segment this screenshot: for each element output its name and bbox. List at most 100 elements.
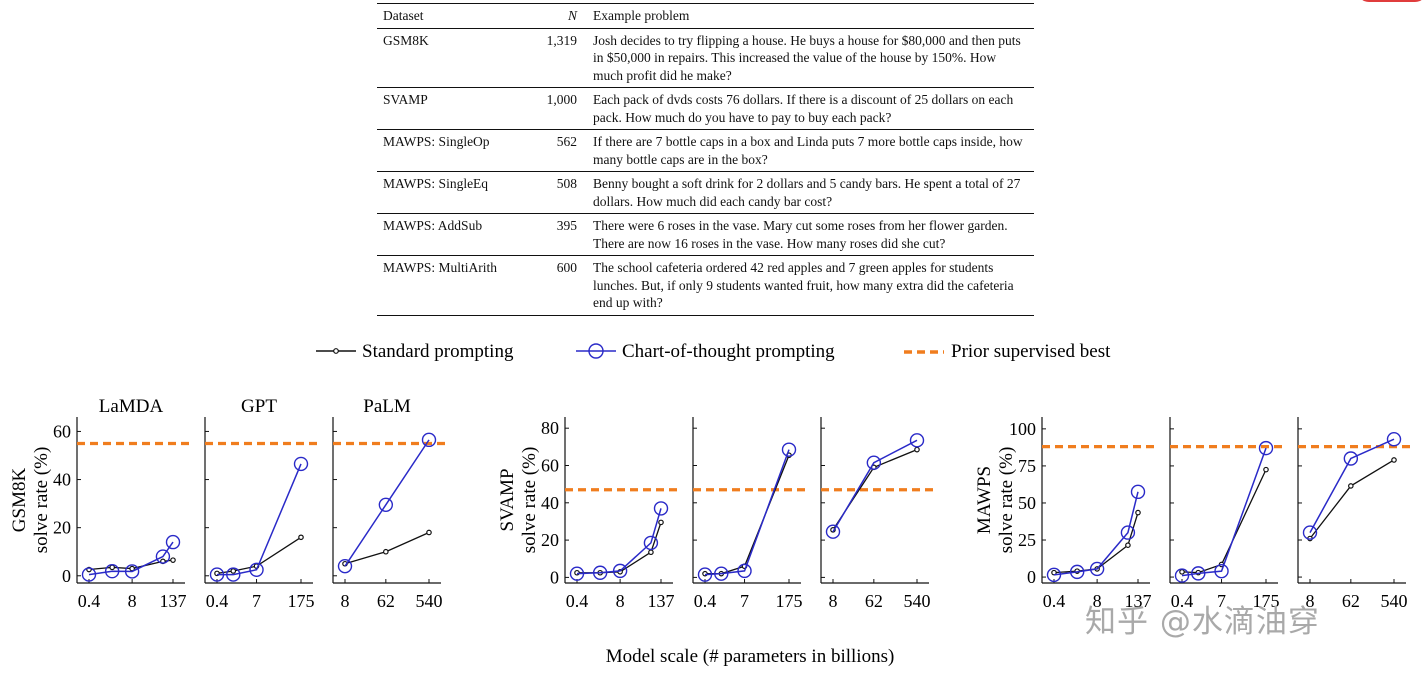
y-axis-title: MAWPS: [974, 466, 995, 534]
table-row: MAWPS: SingleOp 562 If there are 7 bottl…: [377, 130, 1034, 172]
n-cell: 562: [556, 134, 577, 149]
table-row: MAWPS: SingleEq 508 Benny bought a soft …: [377, 172, 1034, 214]
cot-data-point: [653, 501, 669, 516]
cot-series-line: [576, 508, 662, 575]
y-tick-label: 60: [53, 421, 71, 441]
panel-gsm8k-palm: 8 62 540 PaLM: [332, 396, 445, 611]
standard-data-point: [426, 529, 432, 536]
panel-svamp-lamda: 0 20 40 60 80 0.4 8 137: [541, 417, 677, 611]
standard-data-point: [1125, 542, 1131, 549]
dataset-table-container: Dataset N Example problem GSM8K 1,319 Jo…: [377, 3, 1034, 316]
standard-series-line: [577, 522, 662, 574]
panel-mawps-palm: 8 62 540: [1297, 417, 1410, 611]
standard-data-point: [170, 557, 176, 563]
y-axis-title: solve rate (%): [996, 447, 1017, 554]
cot-data-point: [421, 432, 437, 448]
cot-data-point: [378, 497, 394, 513]
cot-data-point: [643, 535, 659, 551]
cot-data-point: [866, 455, 882, 470]
standard-data-point: [1135, 509, 1141, 516]
x-tick-label: 8: [128, 591, 137, 611]
x-tick-label: 7: [252, 591, 261, 611]
cot-data-point: [155, 549, 171, 564]
panel-title: LaMDA: [99, 396, 164, 417]
legend-standard-marker: [333, 348, 339, 354]
table-row: GSM8K 1,319 Josh decides to try flipping…: [377, 28, 1034, 88]
cot-data-point: [1174, 568, 1190, 583]
x-tick-label: 0.4: [566, 591, 589, 611]
x-tick-label: 7: [1217, 591, 1226, 611]
panel-svamp-palm: 8 62 540: [820, 417, 933, 611]
x-tick-label: 62: [865, 591, 883, 611]
cot-data-point: [909, 433, 925, 448]
standard-data-point: [1391, 457, 1397, 463]
cot-data-point: [781, 442, 797, 457]
cot-series-line: [704, 449, 790, 576]
cot-data-point: [1191, 566, 1206, 581]
dataset-cell: MAWPS: SingleOp: [383, 134, 490, 149]
x-tick-label: 7: [740, 591, 749, 611]
x-tick-label: 137: [648, 591, 675, 611]
table-row: MAWPS: AddSub 395 There were 6 roses in …: [377, 214, 1034, 256]
table-header-row: Dataset N Example problem: [377, 3, 1034, 28]
standard-series-line: [1053, 512, 1139, 574]
y-tick-label: 60: [541, 455, 559, 475]
cot-data-point: [737, 563, 752, 579]
panel-mawps-lamda: 0 25 50 75 100 0.4 8 137: [1009, 417, 1154, 611]
example-cell: There were 6 roses in the vase. Mary cut…: [593, 218, 1008, 251]
cot-data-point: [1046, 567, 1062, 583]
standard-data-point: [298, 534, 304, 541]
dataset-cell: SVAMP: [383, 92, 428, 107]
cot-data-point: [1069, 564, 1085, 580]
example-cell: If there are 7 bottle caps in a box and …: [593, 134, 1023, 167]
cot-data-point: [81, 567, 97, 582]
x-tick-label: 8: [616, 591, 625, 611]
dataset-cell: MAWPS: AddSub: [383, 218, 483, 233]
x-tick-label: 8: [341, 591, 350, 611]
y-tick-label: 0: [550, 567, 559, 587]
cot-data-point: [249, 562, 264, 577]
chart-group-mawps: MAWPS solve rate (%) 0 25 50 75 100 0.4 8 137 0.4 7…: [974, 417, 1410, 611]
y-axis-title: solve rate (%): [519, 447, 540, 554]
cot-data-point: [124, 564, 140, 579]
cot-data-point: [1302, 525, 1318, 540]
dataset-cell: GSM8K: [383, 32, 429, 48]
n-cell: 600: [556, 260, 577, 275]
standard-data-point: [109, 564, 115, 571]
cot-data-point: [1386, 432, 1402, 447]
cot-data-point: [1089, 561, 1105, 577]
x-tick-label: 0.4: [206, 591, 229, 611]
example-cell: Each pack of dvds costs 76 dollars. If t…: [593, 92, 1014, 125]
x-tick-label: 137: [1125, 591, 1152, 611]
cot-series-line: [217, 463, 302, 576]
n-cell: 1,319: [546, 32, 577, 48]
cot-data-point: [592, 565, 608, 580]
y-tick-label: 0: [1027, 567, 1036, 587]
standard-data-point: [1179, 569, 1185, 575]
n-cell: 1,000: [546, 92, 577, 107]
cot-series-line: [1181, 447, 1267, 577]
y-tick-label: 25: [1018, 530, 1036, 550]
table-row: MAWPS: MultiArith 600 The school cafeter…: [377, 256, 1034, 315]
x-tick-label: 137: [160, 591, 187, 611]
n-cell: 508: [556, 176, 577, 191]
chart-group-gsm8k: GSM8K solve rate (%) 0 20 40 60 0.4 8 137 LaMDA 0.…: [9, 396, 445, 611]
panel-title: GPT: [241, 396, 277, 417]
y-axis-title: solve rate (%): [31, 447, 52, 554]
cot-data-point: [612, 563, 628, 579]
table-row: SVAMP 1,000 Each pack of dvds costs 76 d…: [377, 88, 1034, 130]
chart-group-svamp: SVAMP solve rate (%) 0 20 40 60 80 0.4 8 137 0.4 7 1…: [497, 417, 933, 611]
x-tick-label: 0.4: [78, 591, 101, 611]
cot-data-point: [1214, 563, 1229, 579]
cot-series-line: [1309, 438, 1395, 533]
standard-data-point: [230, 568, 237, 574]
panel-mawps-gpt: 0.4 7 175: [1169, 417, 1282, 611]
header-dataset: Dataset: [383, 8, 424, 23]
standard-data-point: [1263, 466, 1269, 473]
corner-logo-fragment: [1357, 0, 1427, 2]
x-tick-label: 175: [1253, 591, 1280, 611]
cot-data-point: [1130, 484, 1146, 500]
x-tick-label: 8: [1093, 591, 1102, 611]
legend: Standard prompting Chart-of-thought prom…: [316, 341, 1111, 362]
